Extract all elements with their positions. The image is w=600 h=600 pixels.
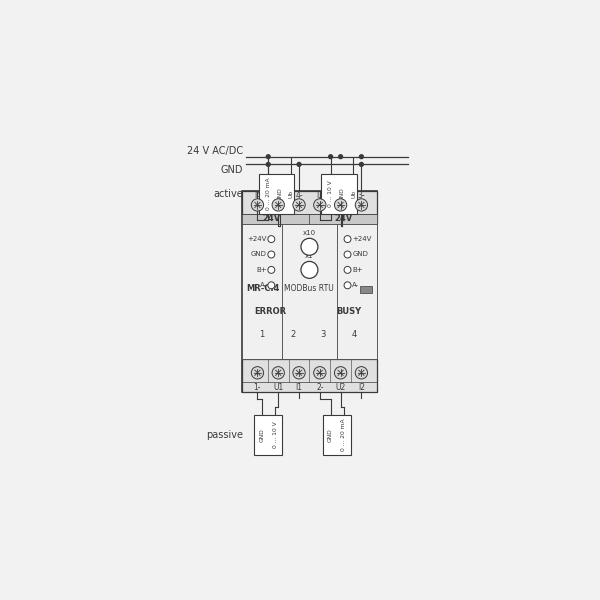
Circle shape (329, 155, 332, 158)
Bar (310, 214, 377, 224)
Text: A-: A- (260, 282, 266, 288)
Text: 24 V AC/DC: 24 V AC/DC (187, 146, 243, 156)
Text: B+: B+ (352, 267, 363, 273)
Circle shape (266, 155, 270, 158)
Text: active: active (213, 188, 243, 199)
Bar (254, 415, 282, 455)
Text: U4: U4 (273, 191, 283, 200)
Circle shape (338, 155, 343, 158)
Text: 0 ... 10 V: 0 ... 10 V (328, 180, 333, 207)
Circle shape (268, 266, 275, 274)
Circle shape (293, 199, 305, 211)
Text: passive: passive (206, 430, 243, 440)
Bar (242, 191, 377, 392)
Bar (360, 286, 372, 293)
Text: GND: GND (260, 428, 265, 442)
Text: GND: GND (352, 251, 368, 257)
Bar (282, 224, 337, 359)
Text: MR-CI4: MR-CI4 (247, 284, 280, 293)
Text: 24V: 24V (263, 214, 281, 223)
Bar (242, 224, 282, 359)
Bar (337, 224, 377, 359)
Text: I3: I3 (316, 191, 323, 200)
Circle shape (272, 367, 284, 379)
Text: 4-: 4- (295, 191, 303, 200)
Text: GND: GND (220, 165, 243, 175)
Circle shape (359, 155, 364, 158)
Text: ERROR: ERROR (254, 307, 286, 316)
Text: I4: I4 (254, 191, 261, 200)
Circle shape (266, 163, 270, 166)
Text: 0 ... 20 mA: 0 ... 20 mA (266, 178, 271, 210)
Circle shape (344, 236, 351, 242)
Bar (242, 191, 377, 224)
Text: 2-: 2- (316, 383, 323, 392)
Text: B+: B+ (256, 267, 266, 273)
Circle shape (344, 266, 351, 274)
Text: A-: A- (352, 282, 359, 288)
Text: 0 ... 20 mA: 0 ... 20 mA (341, 418, 346, 451)
Circle shape (297, 163, 301, 166)
Text: 3-: 3- (358, 191, 365, 200)
Text: GND: GND (277, 187, 282, 200)
Circle shape (355, 367, 368, 379)
Circle shape (301, 262, 318, 278)
Circle shape (251, 367, 263, 379)
Text: +24V: +24V (352, 236, 371, 242)
Text: +24V: +24V (247, 236, 266, 242)
Text: I1: I1 (296, 383, 302, 392)
Text: 1-: 1- (254, 383, 261, 392)
Text: I2: I2 (358, 383, 365, 392)
Circle shape (272, 199, 284, 211)
Bar (242, 359, 377, 392)
Circle shape (268, 251, 275, 258)
Circle shape (344, 251, 351, 258)
Text: U2: U2 (335, 383, 346, 392)
Circle shape (268, 236, 275, 242)
Text: GND: GND (251, 251, 266, 257)
Bar (242, 214, 310, 224)
Text: 4: 4 (352, 331, 356, 340)
Circle shape (334, 367, 347, 379)
Circle shape (268, 282, 275, 289)
Text: 24V: 24V (334, 214, 352, 223)
Text: U1: U1 (273, 383, 283, 392)
Circle shape (344, 282, 351, 289)
Circle shape (355, 199, 368, 211)
Circle shape (314, 367, 326, 379)
Text: x10: x10 (303, 230, 316, 236)
Text: 0 ... 10 V: 0 ... 10 V (272, 421, 278, 448)
Text: 2: 2 (290, 331, 295, 340)
Circle shape (359, 163, 364, 166)
Text: U3: U3 (335, 191, 346, 200)
Circle shape (334, 199, 347, 211)
Text: BUSY: BUSY (336, 307, 361, 316)
Text: x1: x1 (305, 253, 314, 259)
Circle shape (251, 199, 263, 211)
Circle shape (293, 367, 305, 379)
Bar (323, 415, 350, 455)
Bar (259, 173, 295, 214)
Bar (322, 173, 357, 214)
Text: 1: 1 (259, 331, 265, 340)
Text: 3: 3 (320, 331, 326, 340)
Text: Ub: Ub (351, 190, 356, 198)
Circle shape (314, 199, 326, 211)
Circle shape (301, 238, 318, 255)
Text: GND: GND (340, 187, 344, 200)
Text: GND: GND (328, 428, 333, 442)
Text: MODBus RTU: MODBus RTU (284, 284, 334, 293)
Text: Ub: Ub (289, 190, 294, 198)
